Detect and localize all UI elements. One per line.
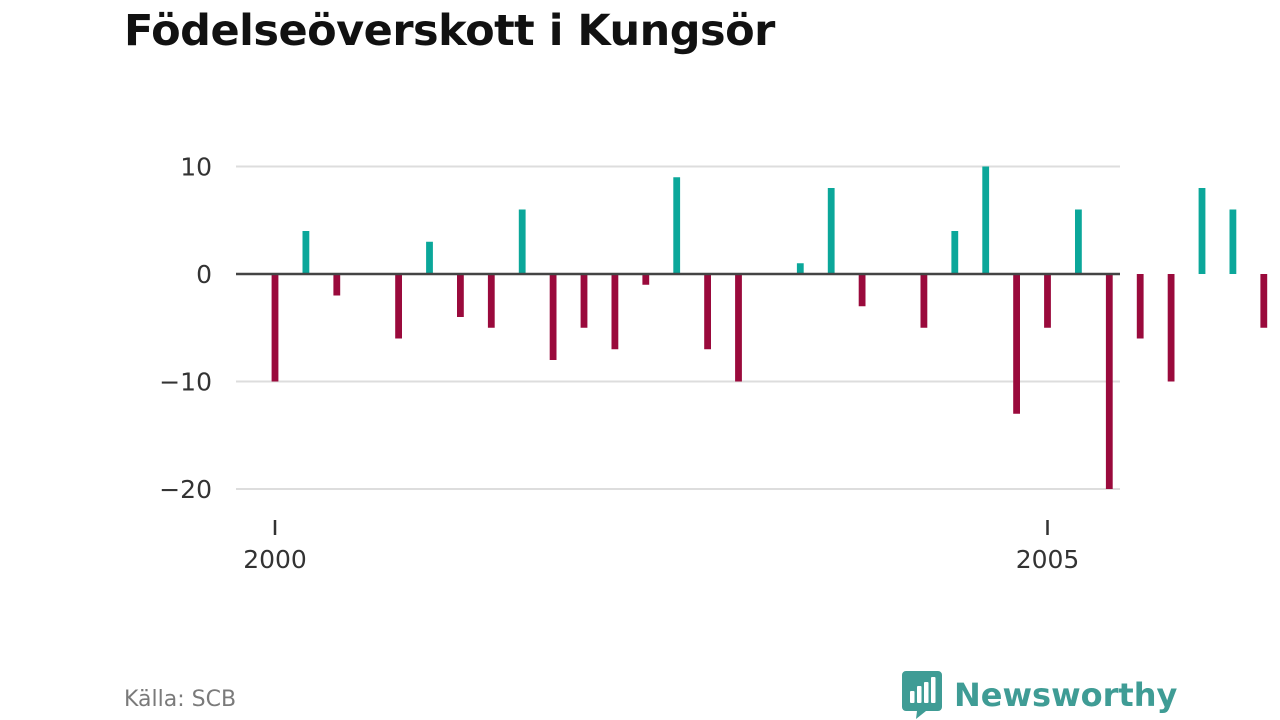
bar-negative <box>611 274 619 350</box>
bar-negative <box>858 274 866 307</box>
bar-positive <box>982 166 990 274</box>
bar-negative <box>1105 274 1113 489</box>
bar-positive <box>1198 188 1206 274</box>
chart-title: Födelseöverskott i Kungsör <box>124 6 775 56</box>
bar-positive <box>1075 209 1082 274</box>
bar-positive <box>302 231 310 274</box>
bar-negative <box>1136 274 1144 339</box>
bar-negative <box>271 274 279 382</box>
bar-negative <box>1013 274 1020 414</box>
y-tick-label: −10 <box>159 368 212 397</box>
bar-negative <box>333 274 341 296</box>
bar-negative <box>1167 274 1175 382</box>
bar-positive <box>426 241 433 274</box>
bar-negative <box>704 274 711 350</box>
bar-positive <box>518 209 526 274</box>
brand-logo[interactable]: Newsworthy <box>902 671 1177 719</box>
bar-negative <box>1044 274 1051 328</box>
bar-positive <box>673 177 681 274</box>
y-tick-label: 0 <box>196 260 212 289</box>
y-tick-label: −20 <box>159 475 212 504</box>
newsworthy-logo-icon <box>902 671 942 719</box>
bar-negative <box>549 274 557 360</box>
brand-name: Newsworthy <box>954 676 1178 714</box>
grid-lines <box>236 165 1120 490</box>
source-note: Källa: SCB <box>124 687 237 712</box>
bar-negative <box>1260 274 1268 328</box>
x-tick-label: 2005 <box>1016 545 1080 574</box>
bar-positive <box>951 231 959 274</box>
bar-negative <box>395 274 402 339</box>
bar-negative <box>457 274 464 317</box>
bar-negative <box>580 274 588 328</box>
bars <box>271 166 1268 489</box>
y-axis-labels: 10 0 −10 −20 <box>159 153 212 505</box>
bar-negative <box>487 274 495 328</box>
bar-positive <box>796 263 804 274</box>
x-axis: 200020052010201520202025 <box>243 520 1080 574</box>
x-tick-label: 2000 <box>243 545 307 574</box>
y-tick-label: 10 <box>180 153 212 182</box>
bar-positive <box>827 188 835 274</box>
bar-negative <box>642 274 650 285</box>
bar-negative <box>735 274 742 382</box>
bar-positive <box>1229 209 1237 274</box>
bar-negative <box>920 274 928 328</box>
